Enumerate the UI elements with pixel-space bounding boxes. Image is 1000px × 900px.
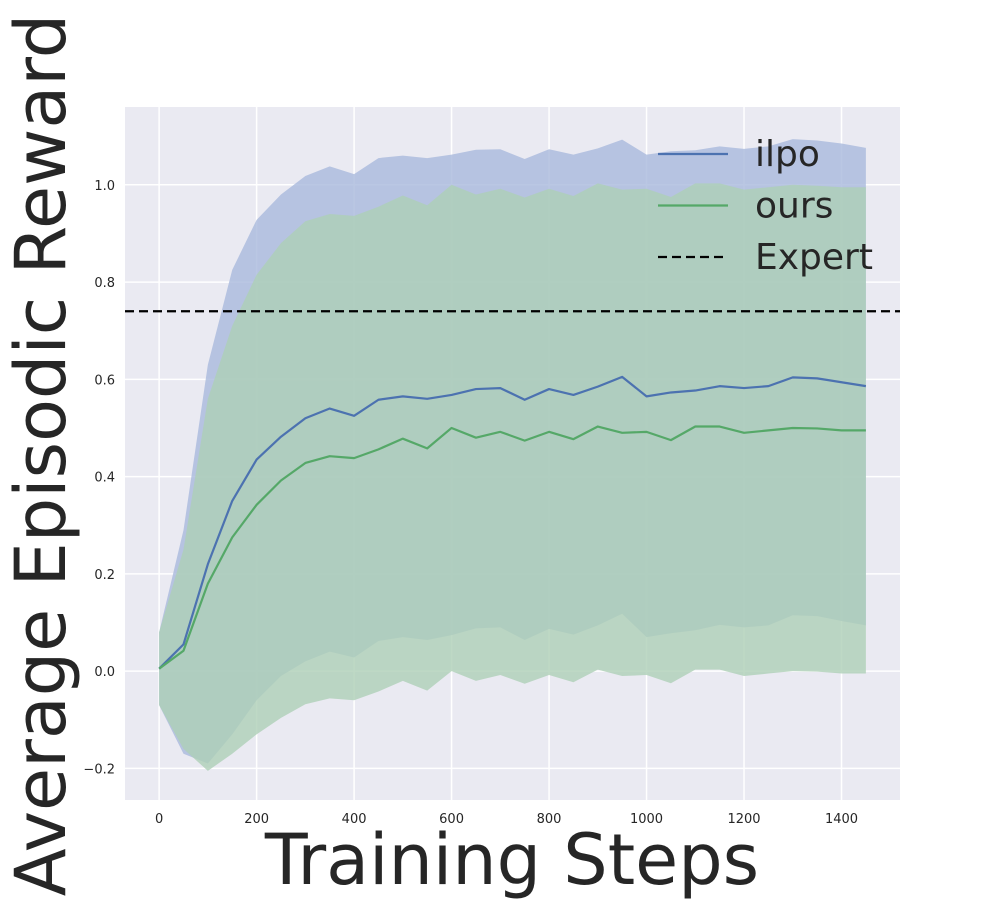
y-tick-label: −0.2 bbox=[83, 762, 115, 777]
y-tick-label: 0.6 bbox=[94, 373, 115, 388]
x-tick-label: 1000 bbox=[630, 812, 663, 827]
legend-label: ours bbox=[755, 186, 833, 227]
line-ilpo bbox=[158, 375, 867, 670]
x-tick-label: 800 bbox=[537, 812, 562, 827]
line-ours bbox=[158, 425, 866, 670]
x-tick-label: 400 bbox=[342, 812, 367, 827]
y-tick-label: 0.2 bbox=[94, 568, 115, 583]
y-tick-label: 1.0 bbox=[94, 179, 115, 194]
y-tick-label: 0.0 bbox=[94, 665, 115, 680]
x-tick-label: 1200 bbox=[727, 812, 760, 827]
y-tick-label: 0.4 bbox=[94, 471, 115, 486]
tick-labels: 0 200 400 600 800 1000 1200 1400 −0.2 0.0 0.2 0.4 0.… bbox=[83, 179, 858, 827]
band-ours bbox=[159, 183, 866, 771]
legend-label: ilpo bbox=[755, 134, 820, 175]
series-lines bbox=[158, 375, 867, 670]
y-tick-label: 0.8 bbox=[94, 276, 115, 291]
x-tick-label: 0 bbox=[155, 812, 163, 827]
legend: ilpo ours Expert bbox=[658, 134, 873, 278]
x-axis-title: Training Steps bbox=[264, 819, 759, 900]
x-tick-label: 600 bbox=[439, 812, 464, 827]
y-axis-title: Average Episodic Reward bbox=[0, 14, 82, 896]
x-tick-label: 1400 bbox=[825, 812, 858, 827]
confidence-bands bbox=[159, 139, 866, 771]
x-tick-label: 200 bbox=[244, 812, 269, 827]
legend-label: Expert bbox=[755, 237, 873, 278]
